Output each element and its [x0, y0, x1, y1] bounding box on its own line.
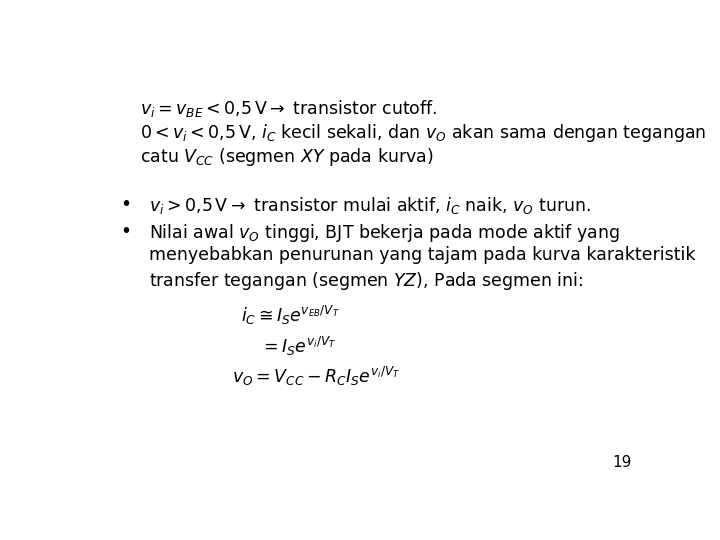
Text: $= I_S e^{v_i/V_T}$: $= I_S e^{v_i/V_T}$ [260, 334, 336, 357]
Text: transfer tegangan (segmen $YZ$), Pada segmen ini:: transfer tegangan (segmen $YZ$), Pada se… [148, 271, 582, 293]
Text: •: • [121, 222, 132, 241]
Text: $0 < v_i < 0{,}5\,\mathrm{V}$, $i_C$ kecil sekali, dan $v_O$ akan sama dengan te: $0 < v_i < 0{,}5\,\mathrm{V}$, $i_C$ kec… [140, 122, 706, 144]
Text: $i_C \cong I_S e^{v_{EB}/V_T}$: $i_C \cong I_S e^{v_{EB}/V_T}$ [240, 304, 340, 327]
Text: $v_i = v_{BE} < 0{,}5\,\mathrm{V} \rightarrow$ transistor cutoff.: $v_i = v_{BE} < 0{,}5\,\mathrm{V} \right… [140, 98, 438, 119]
Text: $v_O = V_{CC} - R_C I_S e^{v_i/V_T}$: $v_O = V_{CC} - R_C I_S e^{v_i/V_T}$ [233, 364, 400, 388]
Text: menyebabkan penurunan yang tajam pada kurva karakteristik: menyebabkan penurunan yang tajam pada ku… [148, 246, 695, 265]
Text: Nilai awal $v_O$ tinggi, BJT bekerja pada mode aktif yang: Nilai awal $v_O$ tinggi, BJT bekerja pad… [148, 222, 619, 244]
Text: •: • [121, 194, 132, 213]
Text: catu $V_{CC}$ (segmen $XY$ pada kurva): catu $V_{CC}$ (segmen $XY$ pada kurva) [140, 146, 433, 168]
Text: $v_i > 0{,}5\,\mathrm{V} \rightarrow$ transistor mulai aktif, $i_C$ naik, $v_O$ : $v_i > 0{,}5\,\mathrm{V} \rightarrow$ tr… [148, 194, 590, 215]
Text: 19: 19 [612, 455, 631, 470]
